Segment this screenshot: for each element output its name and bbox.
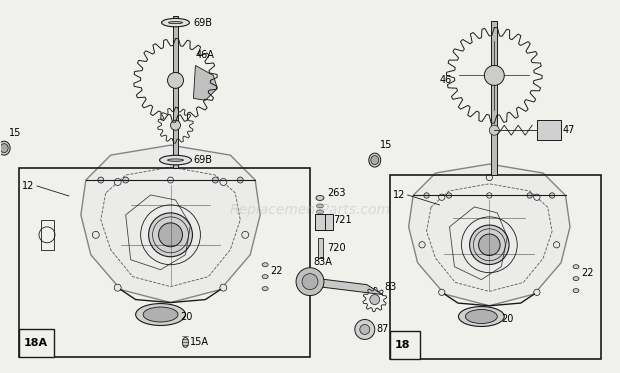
Ellipse shape bbox=[262, 275, 268, 279]
Ellipse shape bbox=[316, 195, 324, 200]
Bar bbox=[491, 21, 497, 175]
Circle shape bbox=[486, 309, 492, 315]
Ellipse shape bbox=[573, 289, 579, 292]
Circle shape bbox=[302, 274, 318, 289]
Ellipse shape bbox=[262, 263, 268, 267]
Ellipse shape bbox=[182, 338, 188, 347]
Circle shape bbox=[419, 242, 425, 248]
Circle shape bbox=[527, 193, 533, 198]
Circle shape bbox=[220, 179, 227, 185]
Bar bbox=[19, 329, 54, 357]
Circle shape bbox=[438, 289, 445, 295]
Text: 18: 18 bbox=[395, 341, 410, 350]
Circle shape bbox=[114, 284, 121, 291]
Text: 18A: 18A bbox=[24, 338, 48, 348]
Circle shape bbox=[220, 284, 227, 291]
Circle shape bbox=[242, 231, 249, 238]
Polygon shape bbox=[302, 277, 383, 295]
Circle shape bbox=[484, 65, 504, 85]
Circle shape bbox=[114, 179, 121, 185]
Circle shape bbox=[237, 177, 243, 183]
Circle shape bbox=[355, 320, 374, 339]
Circle shape bbox=[534, 289, 540, 295]
Ellipse shape bbox=[169, 22, 182, 23]
Circle shape bbox=[489, 125, 499, 135]
Circle shape bbox=[549, 193, 555, 198]
Circle shape bbox=[167, 177, 174, 183]
Circle shape bbox=[446, 193, 452, 198]
Circle shape bbox=[370, 295, 379, 305]
Circle shape bbox=[360, 325, 370, 335]
Circle shape bbox=[123, 177, 129, 183]
Text: 720: 720 bbox=[327, 243, 345, 253]
Ellipse shape bbox=[573, 265, 579, 269]
Text: 20: 20 bbox=[180, 311, 193, 322]
Ellipse shape bbox=[371, 156, 379, 164]
Ellipse shape bbox=[458, 307, 504, 326]
Circle shape bbox=[92, 231, 99, 238]
Circle shape bbox=[554, 242, 560, 248]
Bar bbox=[390, 175, 601, 359]
Circle shape bbox=[149, 213, 192, 257]
Circle shape bbox=[487, 193, 492, 198]
Text: 46: 46 bbox=[440, 75, 452, 85]
Circle shape bbox=[167, 157, 174, 164]
Text: 721: 721 bbox=[333, 215, 352, 225]
Circle shape bbox=[213, 177, 218, 183]
Ellipse shape bbox=[159, 155, 192, 165]
Text: 87: 87 bbox=[377, 325, 389, 335]
Text: ReplacementParts.com: ReplacementParts.com bbox=[229, 203, 391, 217]
Circle shape bbox=[424, 193, 429, 198]
Text: 12: 12 bbox=[392, 190, 405, 200]
Text: 22: 22 bbox=[581, 268, 593, 278]
Bar bbox=[315, 214, 333, 230]
Text: 263: 263 bbox=[327, 188, 345, 198]
Ellipse shape bbox=[136, 304, 185, 326]
Text: 12: 12 bbox=[22, 181, 35, 191]
Ellipse shape bbox=[0, 144, 8, 153]
Ellipse shape bbox=[316, 210, 324, 214]
Ellipse shape bbox=[0, 141, 10, 155]
Ellipse shape bbox=[369, 153, 381, 167]
Circle shape bbox=[534, 194, 540, 200]
Ellipse shape bbox=[316, 216, 324, 220]
Bar bbox=[172, 16, 179, 168]
Ellipse shape bbox=[262, 286, 268, 291]
Ellipse shape bbox=[143, 307, 178, 322]
Ellipse shape bbox=[316, 204, 324, 208]
Text: 20: 20 bbox=[502, 314, 513, 323]
Polygon shape bbox=[193, 65, 218, 100]
Circle shape bbox=[98, 177, 104, 183]
Text: 22: 22 bbox=[270, 266, 283, 276]
Bar bbox=[19, 168, 310, 357]
Ellipse shape bbox=[466, 310, 497, 323]
Circle shape bbox=[167, 306, 174, 313]
Text: 83: 83 bbox=[385, 282, 397, 292]
Text: 69B: 69B bbox=[193, 18, 213, 28]
Bar bbox=[537, 120, 561, 140]
Text: 47: 47 bbox=[563, 125, 575, 135]
Ellipse shape bbox=[167, 159, 184, 161]
Bar bbox=[318, 238, 323, 258]
Circle shape bbox=[170, 120, 180, 130]
Circle shape bbox=[469, 225, 509, 264]
Text: 15: 15 bbox=[9, 128, 22, 138]
Polygon shape bbox=[81, 145, 260, 303]
Circle shape bbox=[438, 194, 445, 200]
Bar bbox=[390, 332, 420, 359]
Text: 15: 15 bbox=[379, 140, 392, 150]
Circle shape bbox=[167, 72, 184, 88]
Circle shape bbox=[486, 175, 492, 181]
Text: 83A: 83A bbox=[313, 257, 332, 267]
Circle shape bbox=[296, 268, 324, 295]
Text: 69B: 69B bbox=[193, 155, 213, 165]
Ellipse shape bbox=[162, 18, 190, 27]
Circle shape bbox=[479, 234, 500, 256]
Text: 15A: 15A bbox=[190, 338, 210, 347]
Polygon shape bbox=[409, 164, 570, 306]
Ellipse shape bbox=[573, 277, 579, 280]
Circle shape bbox=[159, 223, 182, 247]
Text: 46A: 46A bbox=[195, 50, 215, 60]
